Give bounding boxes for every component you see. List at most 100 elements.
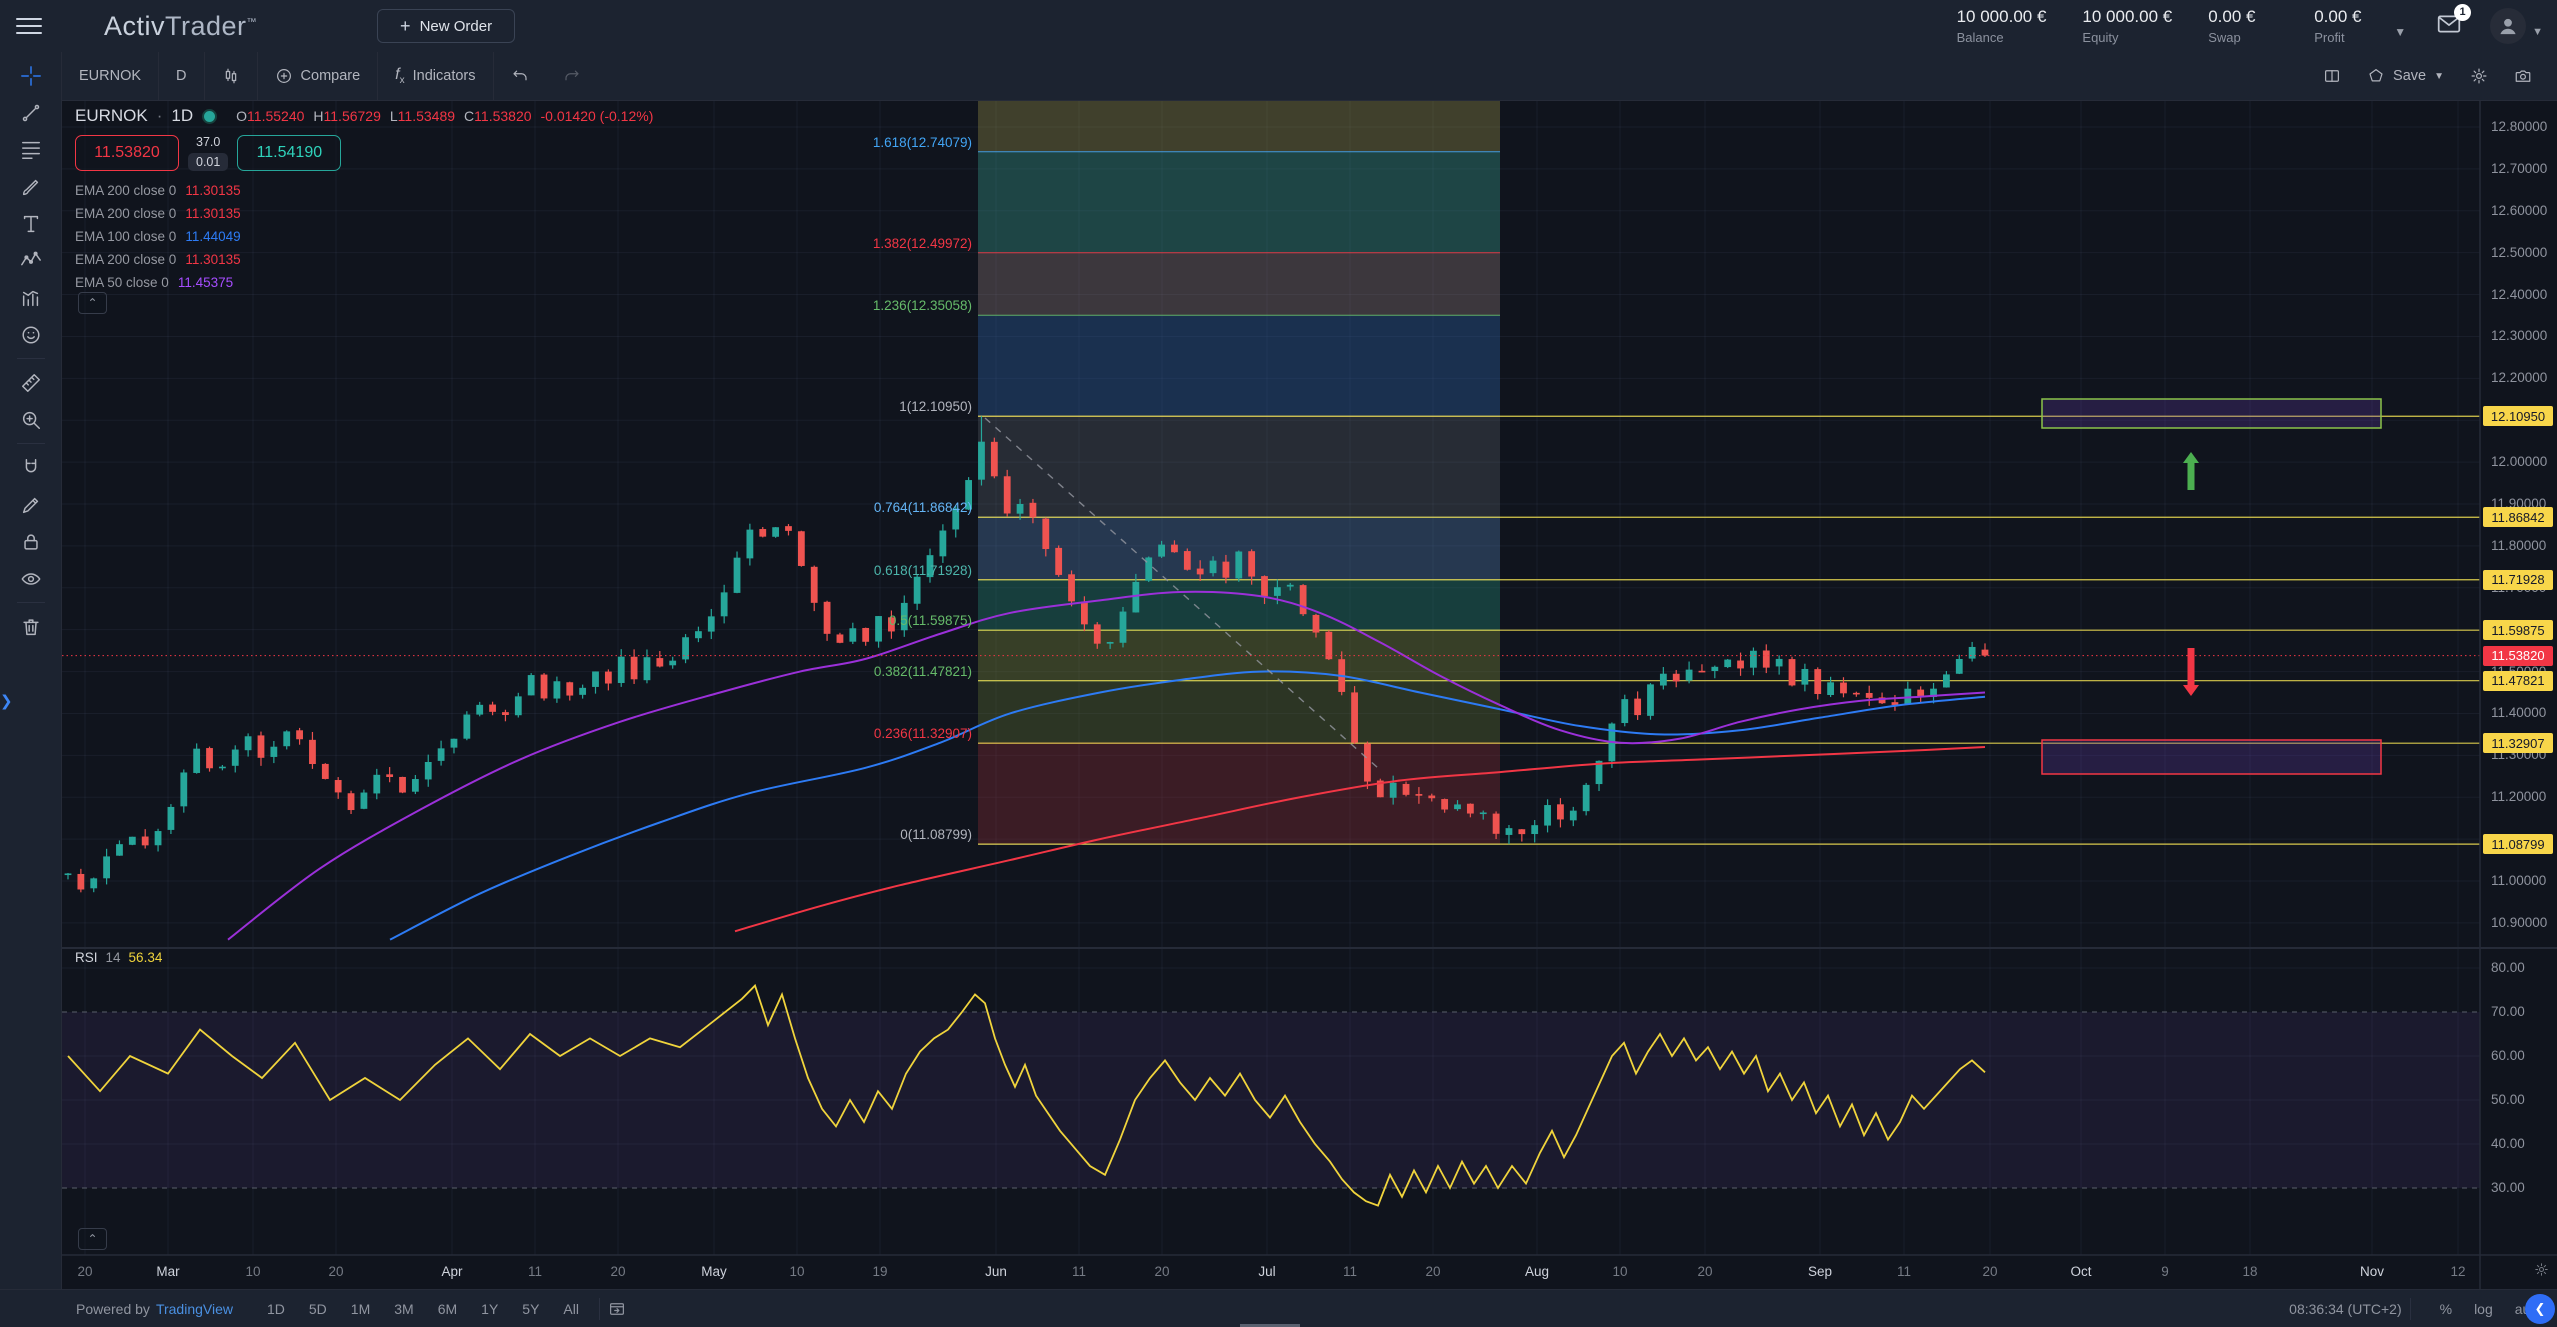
scale-toggle-percent[interactable]: % [2439,1300,2453,1317]
rsi-tick-label: 50.00 [2491,1092,2525,1107]
snapshot-button[interactable] [2503,67,2543,85]
time-tick-label: 20 [77,1264,93,1279]
price-level-badge: 11.71928 [2483,569,2553,590]
compare-button[interactable]: Compare [258,52,378,100]
range-button-1d[interactable]: 1D [266,1300,285,1317]
rsi-value: 56.34 [128,950,163,965]
time-tick-label: 11 [1896,1264,1911,1279]
indicator-value: 11.30135 [185,252,241,267]
interval-button[interactable]: D [176,68,187,84]
symbol-button[interactable]: EURNOK [79,68,142,84]
undo-button[interactable] [494,52,546,100]
indicator-legend-row[interactable]: EMA 50 close 0 11.45375 [75,271,653,294]
tool-measure[interactable] [11,364,51,401]
rsi-legend[interactable]: RSI 14 56.34 [75,950,163,965]
indicator-value: 11.44049 [185,229,241,244]
range-button-1y[interactable]: 1Y [481,1300,499,1317]
measure-icon [21,373,40,392]
last-price-badge: 11.53820 [2483,645,2553,666]
drawing-toolbar [0,52,62,1290]
chart-settings-button[interactable] [2459,67,2499,85]
scrollbar-thumb[interactable] [1240,1324,1300,1327]
time-tick-label: May [701,1264,727,1279]
tool-drawing-mode[interactable] [11,486,51,523]
save-layout-button[interactable]: Save ▼ [2356,67,2455,85]
tool-fib-retracement[interactable] [11,131,51,168]
indicator-label: EMA 100 close 0 [75,229,177,244]
tool-text[interactable] [11,205,51,242]
tool-remove-all[interactable] [11,608,51,645]
lock-all-icon [23,533,38,550]
indicator-legend-row[interactable]: EMA 200 close 0 11.30135 [75,202,653,225]
axis-settings-icon[interactable] [2534,1262,2549,1282]
range-button-1m[interactable]: 1M [350,1300,371,1317]
time-tick-label: Sep [1807,1264,1833,1279]
tool-brush[interactable] [11,168,51,205]
tradingview-attribution[interactable]: Powered by TradingView [76,1300,233,1317]
session-clock[interactable]: 08:36:34 (UTC+2) [2289,1300,2402,1317]
range-button-3m[interactable]: 3M [394,1300,414,1317]
fib-level-label: 1.236(12.35058) [872,298,972,314]
hide-all-icon [21,572,40,585]
account-dropdown-caret[interactable]: ▼ [2394,25,2407,39]
price-tick-label: 12.70000 [2491,160,2548,176]
object-tree-toggle[interactable]: ❯ [0,692,13,710]
tool-pattern[interactable] [11,242,51,279]
snapshot-camera-icon [2515,70,2531,82]
legend-symbol[interactable]: EURNOK [75,106,148,125]
time-tick-label: 11 [527,1264,542,1279]
range-button-5y[interactable]: 5Y [522,1300,540,1317]
time-tick-label: 20 [328,1264,344,1279]
time-tick-label: 18 [2242,1264,2258,1279]
tool-lock-all[interactable] [11,523,51,560]
tool-magnet[interactable] [11,449,51,486]
chart-style-button[interactable] [205,52,257,100]
layout-button[interactable] [2312,67,2352,85]
scale-toggle-log[interactable]: log [2474,1300,2493,1317]
buy-price-button[interactable]: 11.54190 [237,135,342,171]
range-button-5d[interactable]: 5D [308,1300,327,1317]
menu-icon[interactable] [16,13,42,38]
fib-level-label: 0.382(11.47821) [873,663,972,679]
redo-arrow-icon [564,70,579,81]
tool-trend-line[interactable] [11,94,51,131]
time-tick-label: Mar [156,1264,180,1279]
sell-price-button[interactable]: 11.53820 [75,135,179,171]
account-metric-balance: 10 000.00 € Balance [1956,7,2047,45]
crosshair-icon [20,65,41,86]
fib-level-label: 0.236(11.32907) [873,726,972,742]
tool-hide-all[interactable] [11,560,51,597]
time-tick-label: 10 [789,1264,805,1279]
fib-level-label: 1.618(12.74079) [872,134,972,150]
go-to-date-button[interactable] [608,1300,626,1318]
forecast-icon [22,290,38,306]
notifications-button[interactable]: 1 [2436,3,2472,42]
price-level-badge: 11.47821 [2483,670,2553,691]
tool-zoom-in[interactable] [11,401,51,438]
range-button-all[interactable]: All [563,1300,579,1317]
magnet-icon [25,458,36,472]
ohlc-values: O11.55240 H11.56729 L11.53489 C11.53820 -0.0… [236,108,654,124]
legend-collapse-button[interactable]: ⌃ [78,292,107,314]
tool-crosshair[interactable] [11,57,51,94]
notification-badge: 1 [2454,3,2472,21]
range-button-6m[interactable]: 6M [437,1300,458,1317]
user-menu-button[interactable]: ▼ [2490,8,2543,44]
indicators-button[interactable]: fx Indicators [395,65,476,87]
indicator-legend-row[interactable]: EMA 200 close 0 11.30135 [75,179,653,202]
legend-interval[interactable]: 1D [171,106,194,125]
tool-emoji[interactable] [11,316,51,353]
redo-button[interactable] [546,52,598,100]
candles-icon [225,68,236,84]
new-order-button[interactable]: + New Order [377,9,516,43]
time-tick-label: Oct [2070,1264,2092,1279]
indicator-legend-row[interactable]: EMA 100 close 0 11.44049 [75,225,653,248]
chevron-left-icon: ❮ [2534,1301,2546,1316]
indicator-legend-row[interactable]: EMA 200 close 0 11.30135 [75,248,653,271]
rsi-collapse-button[interactable]: ⌃ [78,1228,107,1250]
chevron-down-icon: ▼ [2532,26,2543,38]
collapse-panel-button[interactable]: ❮ [2525,1294,2555,1324]
tool-forecast[interactable] [11,279,51,316]
price-tick-label: 12.50000 [2491,244,2548,260]
